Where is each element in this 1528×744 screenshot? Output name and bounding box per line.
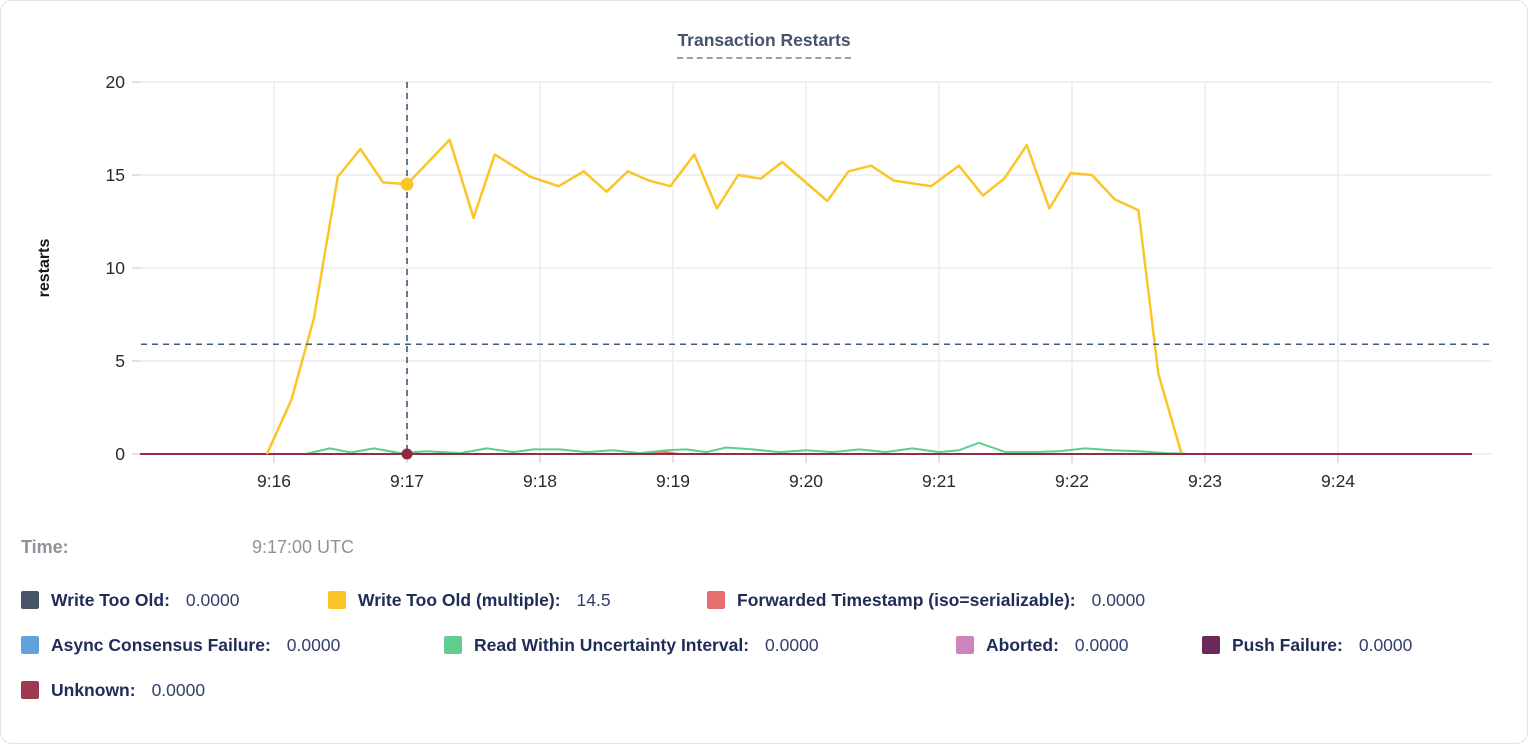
- legend-value: 0.0000: [1074, 634, 1129, 655]
- hover-time-value: 9:17:00 UTC: [252, 537, 355, 557]
- legend-item-push-failure: Push Failure: 0.0000: [1202, 635, 1412, 656]
- legend-row-1: Write Too Old: 0.0000 Write Too Old (multi…: [21, 589, 1507, 611]
- legend-label: Push Failure:: [1232, 634, 1343, 655]
- legend-value: 0.0000: [1091, 589, 1146, 610]
- transaction-restarts-chart[interactable]: 0 5 10 15 20 9:16 9:17 9:18 9:19 9:20 9:21 9:22 9:23…: [1, 1, 1528, 521]
- legend-item-read-within-uncertainty-interval: Read Within Uncertainty Interval: 0.0000: [444, 635, 956, 656]
- legend-swatch-icon: [21, 591, 39, 609]
- legend-label: Async Consensus Failure:: [51, 634, 271, 655]
- x-axis-label-9-17: 9:17: [390, 471, 424, 491]
- legend-row-2: Async Consensus Failure: 0.0000 Read Withi…: [21, 634, 1507, 656]
- chart-title-wrap: Transaction Restarts: [1, 30, 1527, 59]
- legend-value: 0.0000: [185, 589, 240, 610]
- y-axis-label-5: 5: [115, 351, 125, 371]
- legend-swatch-icon: [21, 681, 39, 699]
- legend-label: Read Within Uncertainty Interval:: [474, 634, 750, 655]
- legend-row-3: Unknown: 0.0000: [21, 679, 1507, 701]
- legend-swatch-icon: [21, 636, 39, 654]
- legend-item-write-too-old-multiple: Write Too Old (multiple): 14.5: [328, 590, 707, 611]
- legend-item-forwarded-timestamp-iso-serializable: Forwarded Timestamp (iso=serializable): 0…: [707, 590, 1145, 611]
- x-axis-label-9-24: 9:24: [1321, 471, 1355, 491]
- legend-swatch-icon: [444, 636, 462, 654]
- x-axis-label-9-19: 9:19: [656, 471, 690, 491]
- x-axis-label-9-16: 9:16: [257, 471, 291, 491]
- legend-label: Forwarded Timestamp (iso=serializable):: [737, 589, 1076, 610]
- hover-time-label: Time:: [21, 537, 69, 557]
- x-axis-label-9-18: 9:18: [523, 471, 557, 491]
- legend-swatch-icon: [707, 591, 725, 609]
- legend-label: Aborted:: [986, 634, 1059, 655]
- legend-swatch-icon: [1202, 636, 1220, 654]
- legend-label: Unknown:: [51, 679, 136, 700]
- hover-time-row: Time: 9:17:00 UTC: [21, 537, 821, 558]
- x-axis-label-9-22: 9:22: [1055, 471, 1089, 491]
- y-axis-label-0: 0: [115, 444, 125, 464]
- x-axis-label-9-21: 9:21: [922, 471, 956, 491]
- legend-item-async-consensus-failure: Async Consensus Failure: 0.0000: [21, 635, 444, 656]
- x-axis-label-9-23: 9:23: [1188, 471, 1222, 491]
- legend-value: 0.0000: [1358, 634, 1413, 655]
- y-axis-label-20: 20: [106, 72, 126, 92]
- legend-value: 0.0000: [765, 634, 819, 655]
- legend-label: Write Too Old (multiple):: [358, 589, 561, 610]
- legend-item-write-too-old: Write Too Old: 0.0000: [21, 590, 328, 611]
- chart-legend: Write Too Old: 0.0000 Write Too Old (multi…: [21, 589, 1507, 724]
- y-axis-label-10: 10: [106, 258, 126, 278]
- y-axis-label-15: 15: [106, 165, 125, 185]
- legend-swatch-icon: [328, 591, 346, 609]
- hover-dot-write-too-old-multiple: [400, 177, 414, 191]
- x-axis-label-9-20: 9:20: [789, 471, 823, 491]
- series-line-write-too-old-multiple: [266, 138, 1183, 455]
- legend-swatch-icon: [956, 636, 974, 654]
- legend-item-unknown: Unknown: 0.0000: [21, 680, 205, 701]
- y-axis-title: restarts: [36, 239, 53, 298]
- legend-value: 0.0000: [286, 634, 341, 655]
- legend-value: 14.5: [576, 589, 611, 610]
- hover-dot-unknown: [401, 448, 413, 460]
- legend-value: 0.0000: [151, 679, 206, 700]
- legend-label: Write Too Old:: [51, 589, 170, 610]
- chart-title[interactable]: Transaction Restarts: [677, 30, 851, 59]
- series-line-read-within-uncertainty-interval: [306, 441, 1187, 455]
- legend-item-aborted: Aborted: 0.0000: [956, 635, 1202, 656]
